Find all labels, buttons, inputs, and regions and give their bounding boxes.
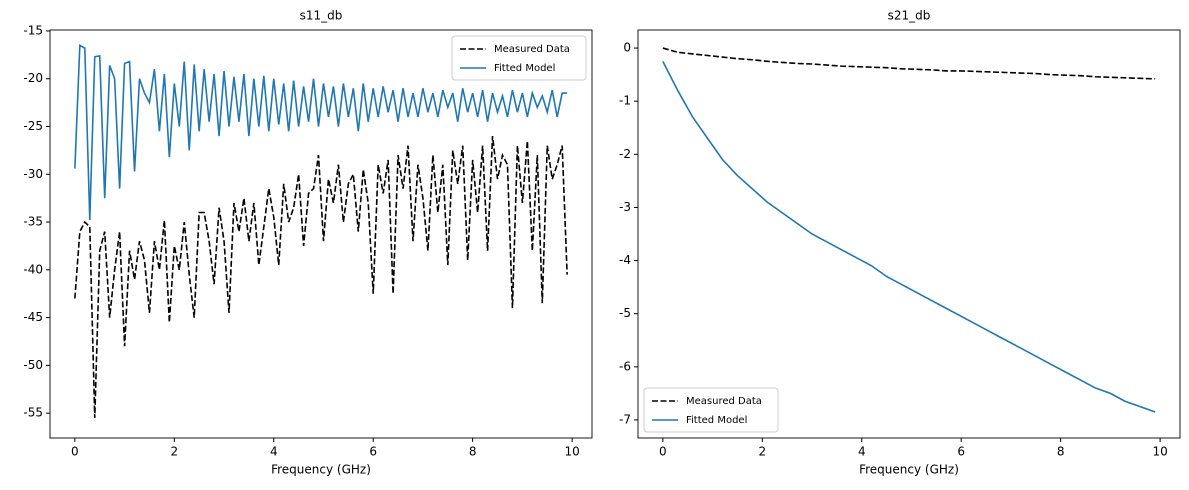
legend-label: Fitted Model — [494, 63, 555, 74]
axes-frame — [49, 29, 593, 439]
x-tick-label: 6 — [369, 445, 377, 459]
legend-label: Fitted Model — [686, 415, 747, 426]
series-line — [74, 43, 568, 221]
y-tick-label: -50 — [23, 358, 43, 372]
x-tick-label: 0 — [71, 445, 79, 459]
y-tick-label: -3 — [619, 200, 631, 214]
y-tick-label: 0 — [623, 41, 631, 55]
x-tick-label: 10 — [1152, 445, 1167, 459]
y-tick-label: -25 — [23, 119, 43, 133]
x-tick-label: 2 — [758, 445, 766, 459]
axes-frame — [637, 29, 1181, 439]
y-tick-label: -40 — [23, 262, 43, 276]
x-tick-label: 0 — [659, 445, 667, 459]
x-tick-label: 4 — [858, 445, 866, 459]
y-tick-label: -4 — [619, 253, 631, 267]
y-tick-label: -6 — [619, 359, 631, 373]
legend-label: Measured Data — [686, 396, 762, 407]
x-tick-label: 4 — [270, 445, 278, 459]
y-tick-label: -1 — [619, 94, 631, 108]
y-tick-label: -45 — [23, 310, 43, 324]
series-line — [662, 60, 1156, 413]
chart-title: s21_db — [888, 9, 931, 23]
y-tick-label: -5 — [619, 306, 631, 320]
legend: Measured Data Fitted Model — [451, 35, 587, 81]
y-tick-label: -20 — [23, 71, 43, 85]
y-tick-label: -7 — [619, 412, 631, 426]
x-axis-label: Frequency (GHz) — [271, 463, 371, 477]
y-tick-label: -35 — [23, 215, 43, 229]
x-tick-label: 10 — [564, 445, 579, 459]
y-tick-label: -30 — [23, 167, 43, 181]
x-tick-label: 8 — [469, 445, 477, 459]
series-line — [662, 47, 1156, 80]
y-tick-label: -15 — [23, 23, 43, 37]
x-axis-label: Frequency (GHz) — [859, 463, 959, 477]
legend-box — [643, 387, 779, 433]
legend: Measured Data Fitted Model — [643, 387, 779, 433]
chart-title: s11_db — [300, 9, 343, 23]
series-line — [74, 135, 568, 418]
legend-label: Measured Data — [494, 44, 570, 55]
y-tick-label: -55 — [23, 406, 43, 420]
y-tick-label: -2 — [619, 147, 631, 161]
x-tick-label: 2 — [170, 445, 178, 459]
x-tick-label: 8 — [1057, 445, 1065, 459]
legend-box — [451, 35, 587, 81]
x-tick-label: 6 — [957, 445, 965, 459]
